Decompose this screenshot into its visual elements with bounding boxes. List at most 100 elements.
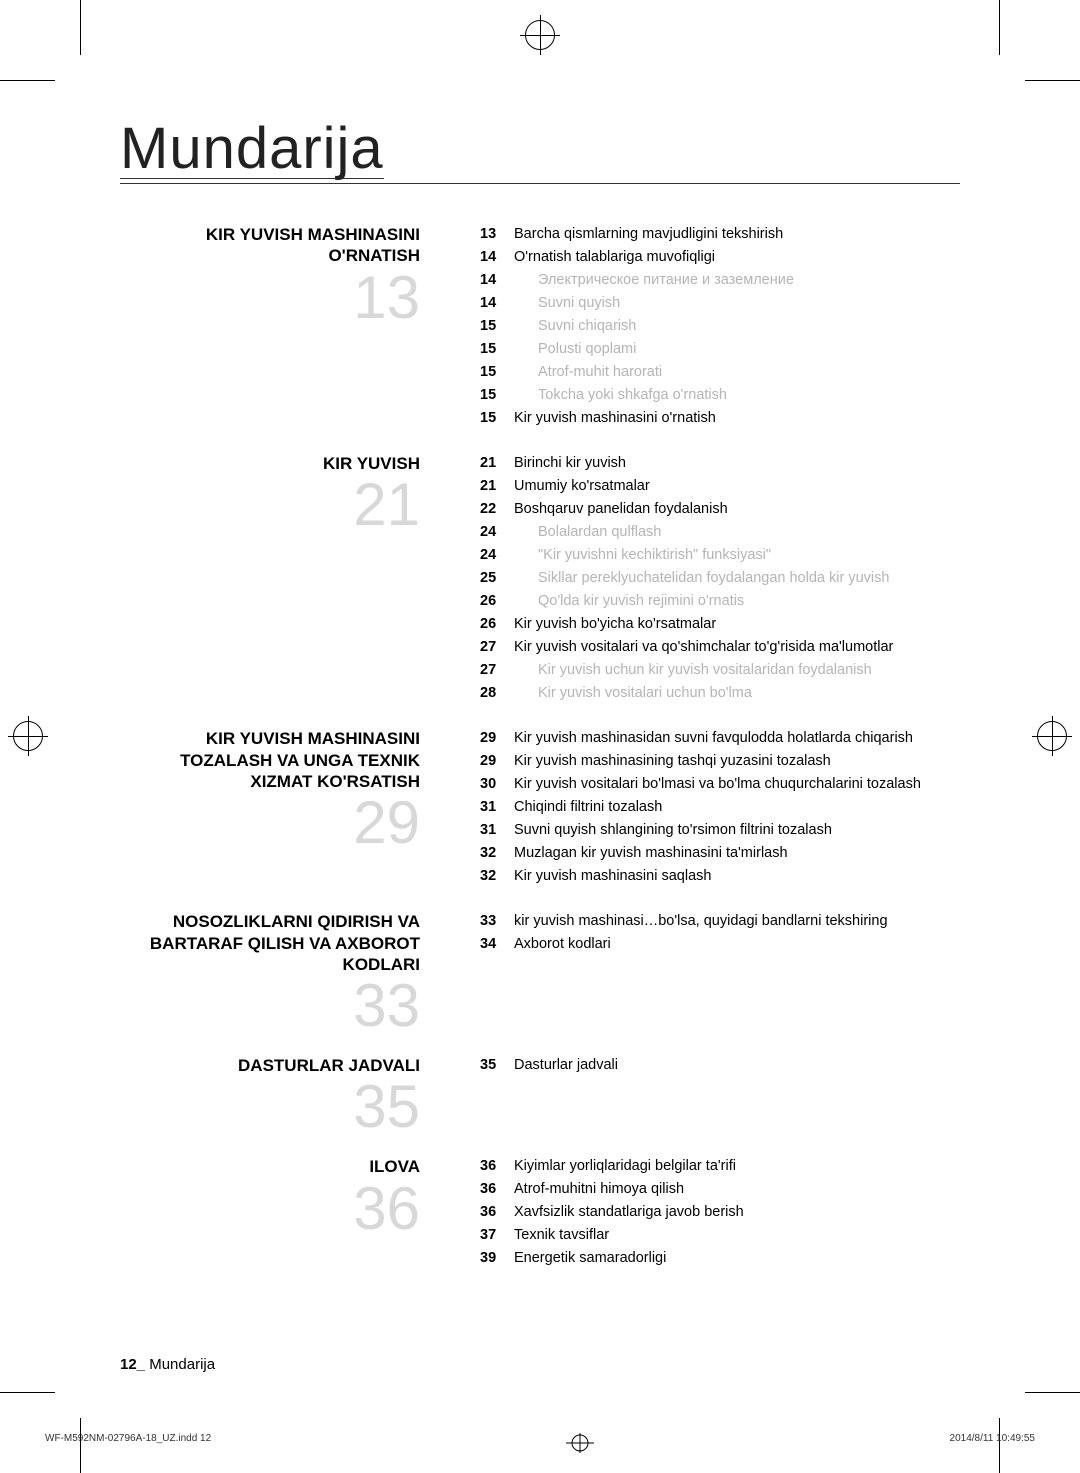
toc-entry: 13Barcha qismlarning mavjudligini tekshi…: [480, 224, 980, 245]
section-heading-col: NOSOZLIKLARNI QIDIRISH VA BARTARAF QILIS…: [120, 911, 420, 1033]
spacer: [430, 1055, 470, 1134]
section-heading-col: ILOVA36: [120, 1156, 420, 1271]
entries-col: 33kir yuvish mashinasi…bo'lsa, quyidagi …: [480, 911, 980, 1033]
entry-page: 33: [480, 911, 514, 932]
entry-text: Kir yuvish vositalari va qo'shimchalar t…: [514, 637, 980, 658]
entry-text: Qo'lda kir yuvish rejimini o'rnatis: [514, 591, 980, 612]
crop-mark: [1025, 1392, 1080, 1393]
entry-page: 36: [480, 1179, 514, 1200]
entry-page: 36: [480, 1202, 514, 1223]
entry-text: Polusti qoplami: [514, 339, 980, 360]
entry-page: 22: [480, 499, 514, 520]
section-heading-col: DASTURLAR JADVALI35: [120, 1055, 420, 1134]
toc-entry: 32Kir yuvish mashinasini saqlash: [480, 866, 980, 887]
entry-text: kir yuvish mashinasi…bo'lsa, quyidagi ba…: [514, 911, 980, 932]
toc-section: KIR YUVISH MASHINASINI TOZALASH VA UNGA …: [120, 728, 960, 889]
crop-mark: [0, 80, 55, 81]
toc-entry: 15Tokcha yoki shkafga o'rnatish: [480, 385, 980, 406]
toc-section: KIR YUVISH MASHINASINI O'RNATISH1313Barc…: [120, 224, 960, 431]
entry-page: 39: [480, 1248, 514, 1269]
entry-page: 32: [480, 866, 514, 887]
entry-page: 14: [480, 247, 514, 268]
footer-label: Mundarija: [149, 1356, 215, 1373]
toc-entry: 15Polusti qoplami: [480, 339, 980, 360]
entry-text: Kir yuvish uchun kir yuvish vositalarida…: [514, 660, 980, 681]
toc-entry: 21Birinchi kir yuvish: [480, 453, 980, 474]
footer-page-number: 12_: [120, 1356, 145, 1373]
entry-text: Dasturlar jadvali: [514, 1055, 980, 1076]
spacer: [430, 911, 470, 1033]
entry-page: 14: [480, 270, 514, 291]
entry-text: Kiyimlar yorliqlaridagi belgilar ta'rifi: [514, 1156, 980, 1177]
toc-entry: 14Suvni quyish: [480, 293, 980, 314]
entry-page: 24: [480, 522, 514, 543]
toc-entry: 26Kir yuvish bo'yicha ko'rsatmalar: [480, 614, 980, 635]
entry-text: Электрическое питание и заземление: [514, 270, 980, 291]
entry-text: Umumiy ko'rsatmalar: [514, 476, 980, 497]
entry-text: Energetik samaradorligi: [514, 1248, 980, 1269]
entry-page: 31: [480, 820, 514, 841]
entry-text: Kir yuvish vositalari uchun bo'lma: [514, 683, 980, 704]
entry-page: 35: [480, 1055, 514, 1076]
entry-text: "Kir yuvishni kechiktirish" funksiyasi": [514, 545, 980, 566]
entries-col: 29Kir yuvish mashinasidan suvni favqulod…: [480, 728, 980, 889]
section-heading-col: KIR YUVISH MASHINASINI TOZALASH VA UNGA …: [120, 728, 420, 889]
entry-page: 24: [480, 545, 514, 566]
spacer: [430, 1156, 470, 1271]
entry-text: Bolalardan qulflash: [514, 522, 980, 543]
registration-mark-icon: [520, 15, 560, 55]
entry-text: Tokcha yoki shkafga o'rnatish: [514, 385, 980, 406]
spacer: [430, 728, 470, 889]
toc-entry: 14O'rnatish talablariga muvofiqligi: [480, 247, 980, 268]
page-footer: 12_ Mundarija: [120, 1356, 215, 1373]
entry-page: 30: [480, 774, 514, 795]
entry-text: Kir yuvish mashinasidan suvni favqulodda…: [514, 728, 980, 749]
toc-section: NOSOZLIKLARNI QIDIRISH VA BARTARAF QILIS…: [120, 911, 960, 1033]
toc-entry: 15Kir yuvish mashinasini o'rnatish: [480, 408, 980, 429]
toc-entry: 29Kir yuvish mashinasining tashqi yuzasi…: [480, 751, 980, 772]
entry-page: 15: [480, 385, 514, 406]
page-title: Mundarija: [120, 120, 384, 179]
toc-entry: 28Kir yuvish vositalari uchun bo'lma: [480, 683, 980, 704]
section-heading-col: KIR YUVISH21: [120, 453, 420, 706]
toc-entry: 21Umumiy ko'rsatmalar: [480, 476, 980, 497]
entry-page: 21: [480, 476, 514, 497]
entry-text: Kir yuvish bo'yicha ko'rsatmalar: [514, 614, 980, 635]
toc-entry: 35Dasturlar jadvali: [480, 1055, 980, 1076]
section-number: 21: [120, 478, 420, 532]
section-heading: KIR YUVISH MASHINASINI O'RNATISH: [120, 224, 420, 267]
entry-page: 27: [480, 660, 514, 681]
entry-page: 34: [480, 934, 514, 955]
entry-text: Sikllar pereklyuchatelidan foydalangan h…: [514, 568, 980, 589]
entry-text: Xavfsizlik standatlariga javob berish: [514, 1202, 980, 1223]
spacer: [430, 453, 470, 706]
toc-entry: 27Kir yuvish uchun kir yuvish vositalari…: [480, 660, 980, 681]
entry-page: 26: [480, 614, 514, 635]
entry-page: 36: [480, 1156, 514, 1177]
section-number: 36: [120, 1182, 420, 1236]
crop-mark: [80, 0, 81, 55]
crop-mark: [1025, 80, 1080, 81]
toc-entry: 36Kiyimlar yorliqlaridagi belgilar ta'ri…: [480, 1156, 980, 1177]
entry-text: Atrof-muhit harorati: [514, 362, 980, 383]
print-date: 2014/8/11 10:49:55: [950, 1433, 1035, 1453]
entries-col: 13Barcha qismlarning mavjudligini tekshi…: [480, 224, 980, 431]
entry-text: Kir yuvish mashinasini o'rnatish: [514, 408, 980, 429]
section-number: 35: [120, 1080, 420, 1134]
section-heading: NOSOZLIKLARNI QIDIRISH VA BARTARAF QILIS…: [120, 911, 420, 975]
section-number: 29: [120, 796, 420, 850]
toc-entry: 31Chiqindi filtrini tozalash: [480, 797, 980, 818]
toc-entry: 15Suvni chiqarish: [480, 316, 980, 337]
toc-entry: 31Suvni quyish shlangining to'rsimon fil…: [480, 820, 980, 841]
registration-mark-icon: [1032, 716, 1072, 756]
entries-col: 36Kiyimlar yorliqlaridagi belgilar ta'ri…: [480, 1156, 980, 1271]
toc-entry: 30Kir yuvish vositalari bo'lmasi va bo'l…: [480, 774, 980, 795]
entry-page: 26: [480, 591, 514, 612]
entry-text: Chiqindi filtrini tozalash: [514, 797, 980, 818]
entry-text: Suvni quyish: [514, 293, 980, 314]
toc-entry: 36Xavfsizlik standatlariga javob berish: [480, 1202, 980, 1223]
entry-page: 15: [480, 316, 514, 337]
entry-page: 29: [480, 728, 514, 749]
registration-mark-icon: [562, 1433, 598, 1453]
entry-page: 13: [480, 224, 514, 245]
